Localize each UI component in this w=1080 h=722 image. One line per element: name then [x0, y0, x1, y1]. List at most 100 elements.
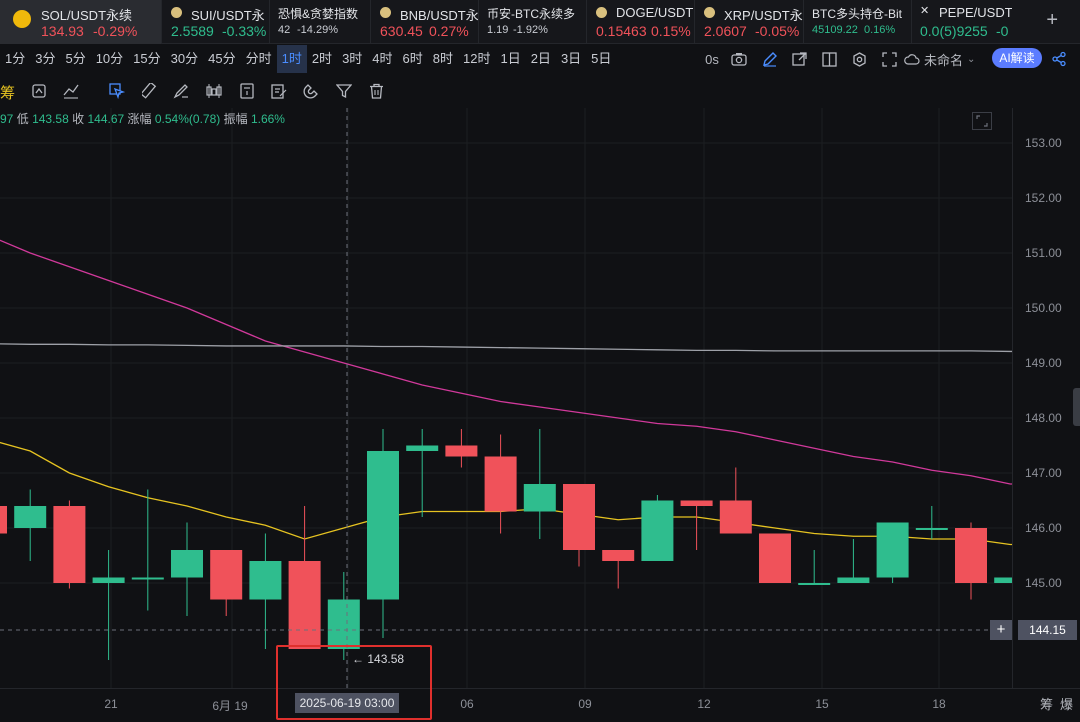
- ticker-tab-fear-greed[interactable]: 恐惧&贪婪指数 42 -14.29%: [270, 0, 371, 44]
- ticker-price: 42: [278, 24, 291, 36]
- interval-16[interactable]: 2日: [530, 51, 551, 66]
- interval-15[interactable]: 1日: [500, 51, 521, 66]
- interval-13[interactable]: 8时: [432, 51, 453, 66]
- ma-flat-line: [0, 343, 1012, 353]
- price-tick: 151.00: [1025, 246, 1062, 260]
- filter-icon[interactable]: [333, 80, 355, 102]
- add-tab-button[interactable]: +: [1046, 9, 1058, 31]
- low-price-value: 143.58: [367, 652, 405, 666]
- interval-10[interactable]: 3时: [342, 51, 363, 66]
- ticker-tab-xrp[interactable]: XRP/USDT永 2.0607 -0.05%: [695, 0, 804, 44]
- indicator-icon[interactable]: [60, 80, 82, 102]
- candle-11: [406, 429, 439, 517]
- popout-icon[interactable]: [784, 45, 814, 73]
- share-icon[interactable]: [1044, 45, 1074, 73]
- calculator-icon[interactable]: [236, 80, 258, 102]
- candle-body: [837, 577, 870, 583]
- brush-icon[interactable]: [170, 80, 192, 102]
- interval-7[interactable]: 分时: [245, 51, 272, 66]
- interval-bar-right: 0s 未命名 ⌄: [700, 44, 976, 74]
- ticker-tab-pepe[interactable]: ✕ PEPE/USDT 0.0(5)9255 -0: [912, 0, 1012, 44]
- ticker-change: 0.15%: [651, 23, 691, 39]
- candle-3: [92, 550, 125, 660]
- camera-icon[interactable]: [724, 45, 754, 73]
- low-price-marker: ← 143.58: [352, 652, 405, 666]
- crosshair-date-label: 2025-06-19 03:00: [295, 693, 399, 713]
- cloud-icon: [904, 54, 920, 65]
- layout-name: 未命名: [924, 52, 964, 68]
- candle-20: [759, 533, 791, 583]
- axis-drag-handle[interactable]: [1073, 388, 1080, 426]
- chevron-down-icon: ⌄: [967, 53, 976, 65]
- interval-2[interactable]: 5分: [65, 51, 86, 66]
- note-edit-icon[interactable]: [268, 80, 290, 102]
- chip-distribution-label[interactable]: 筹: [0, 85, 16, 102]
- sync-draw-icon[interactable]: [28, 80, 50, 102]
- annotation-highlight-box: [276, 645, 432, 720]
- ticker-tab-btc-long[interactable]: 币安-BTC永续多 1.19 -1.92%: [479, 0, 587, 44]
- time-tick: 12: [697, 697, 711, 711]
- candle-body: [249, 561, 282, 600]
- interval-11[interactable]: 4时: [372, 51, 393, 66]
- ticker-name: 恐惧&贪婪指数: [278, 7, 359, 21]
- split-layout-icon[interactable]: [814, 45, 844, 73]
- ticker-tab-sui[interactable]: SUI/USDT永 2.5589 -0.33%: [162, 0, 270, 44]
- ai-analysis-button[interactable]: AI解读: [992, 48, 1042, 68]
- expand-chart-icon[interactable]: [972, 112, 992, 130]
- candle-body: [14, 506, 47, 528]
- price-axis[interactable]: 153.00 152.00 151.00 150.00 149.00 148.00 147.…: [1012, 108, 1080, 688]
- price-tick: 150.00: [1025, 301, 1062, 315]
- interval-17[interactable]: 3日: [560, 51, 582, 66]
- countdown-label[interactable]: 0s: [705, 51, 719, 67]
- liquidation-toggle[interactable]: 爆: [1060, 697, 1074, 712]
- candle-25: [955, 522, 987, 600]
- ma-long-line: [0, 239, 1012, 485]
- interval-4[interactable]: 15分: [133, 51, 161, 66]
- interval-5[interactable]: 30分: [170, 51, 199, 66]
- ruler-icon[interactable]: [139, 80, 161, 102]
- candle-body: [955, 528, 987, 583]
- interval-1[interactable]: 3分: [35, 51, 56, 66]
- chip-toggle[interactable]: 筹: [1040, 697, 1054, 712]
- magnet-icon[interactable]: [300, 80, 322, 102]
- interval-bar: 1分 3分 5分 10分 15分 30分 45分 分时 1时 2时 3时 4时 6时 8时 12时 1日 2日 3…: [0, 44, 1080, 74]
- time-axis[interactable]: 21 6月 19 06 09 12 15 18: [0, 688, 1080, 722]
- interval-8[interactable]: 1时: [276, 45, 307, 73]
- candle-17: [641, 495, 674, 561]
- interval-9[interactable]: 2时: [311, 51, 333, 66]
- add-alert-button[interactable]: +: [990, 620, 1012, 640]
- candle-body: [915, 528, 948, 530]
- candle-26: [994, 577, 1012, 583]
- ticker-tab-doge[interactable]: DOGE/USDT 0.15463 0.15%: [587, 0, 695, 44]
- interval-0[interactable]: 1分: [5, 51, 26, 66]
- candlestick-chart[interactable]: [0, 108, 1012, 688]
- ticker-name: XRP/USDT永: [724, 8, 803, 23]
- trash-icon[interactable]: [365, 80, 387, 102]
- fullscreen-icon[interactable]: [874, 45, 904, 73]
- ticker-tab-sol[interactable]: SOL/USDT永续 134.93 -0.29%: [0, 0, 162, 44]
- change-label: 涨幅: [127, 112, 152, 126]
- candle-15: [563, 484, 595, 567]
- candle-body: [0, 506, 7, 534]
- price-tick: 148.00: [1025, 411, 1062, 425]
- ticker-tab-btc-positions[interactable]: BTC多头持仓-Bit 45109.22 0.16%: [804, 0, 912, 44]
- candle-10: [367, 429, 399, 638]
- interval-12[interactable]: 6时: [402, 51, 423, 66]
- pepe-icon: ✕: [920, 5, 930, 17]
- interval-14[interactable]: 12时: [463, 51, 491, 66]
- pencil-icon[interactable]: [754, 45, 784, 73]
- candle-6: [210, 550, 243, 616]
- interval-18[interactable]: 5日: [591, 51, 612, 66]
- candle-13: [484, 434, 517, 534]
- candles-icon[interactable]: [203, 80, 225, 102]
- interval-6[interactable]: 45分: [208, 51, 236, 66]
- candle-21: [798, 550, 831, 585]
- sui-icon: [171, 7, 182, 18]
- ticker-tab-bnb[interactable]: BNB/USDT永 630.45 0.27%: [371, 0, 479, 44]
- candle-body: [171, 550, 203, 578]
- settings-gear-icon[interactable]: [844, 45, 874, 73]
- cursor-select-icon[interactable]: [106, 80, 128, 102]
- interval-3[interactable]: 10分: [95, 51, 124, 66]
- layout-name-dropdown[interactable]: 未命名 ⌄: [904, 45, 976, 73]
- time-tick: 15: [815, 697, 829, 711]
